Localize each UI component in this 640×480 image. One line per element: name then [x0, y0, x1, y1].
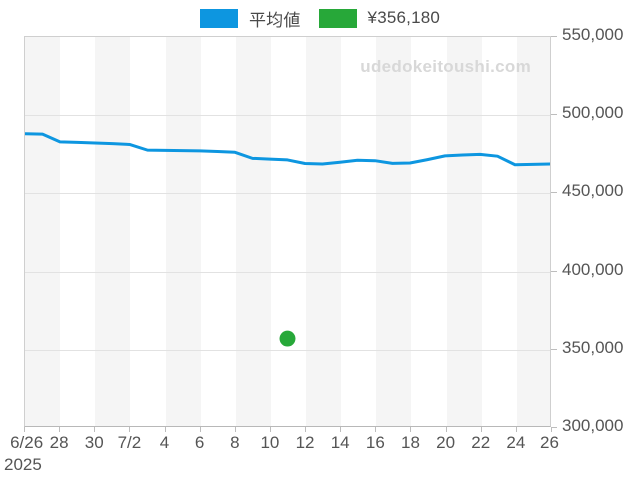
- gridline: [25, 350, 550, 351]
- gridline: [25, 193, 550, 194]
- legend-entry-price[interactable]: ¥356,180: [318, 8, 441, 28]
- price-point-marker[interactable]: [279, 330, 296, 347]
- gridline: [25, 272, 550, 273]
- x-tick-mark: [164, 427, 166, 432]
- vertical-band: [95, 37, 131, 426]
- y-tick-label: 550,000: [562, 25, 624, 44]
- x-tick-label: 22: [471, 433, 491, 452]
- x-tick-label: 10: [260, 433, 280, 452]
- y-axis: 300,000 350,000 400,000 450,000 500,000 550,0…: [551, 25, 640, 435]
- x-tick-label: 16: [365, 433, 385, 452]
- x-tick-mark: [24, 427, 25, 432]
- x-tick-mark: [269, 427, 271, 432]
- legend-entry-average[interactable]: 平均値: [199, 6, 301, 31]
- x-tick-mark: [410, 427, 412, 432]
- x-tick-mark: [480, 427, 482, 432]
- y-tick-label: 350,000: [562, 338, 624, 357]
- y-tick-label: 450,000: [562, 181, 624, 200]
- x-tick-label: 12: [295, 433, 315, 452]
- y-tick-mark: [551, 349, 557, 350]
- x-tick-mark: [94, 427, 96, 432]
- y-tick-label: 400,000: [562, 260, 624, 279]
- vertical-band: [165, 37, 201, 426]
- legend-swatch-average: [199, 8, 238, 28]
- series-layer: [25, 37, 550, 347]
- x-tick-label: 28: [49, 433, 69, 452]
- x-tick-mark: [340, 427, 342, 432]
- x-tick-label: 6: [194, 433, 205, 452]
- x-tick-mark: [551, 427, 552, 432]
- x-tick-mark: [199, 427, 201, 432]
- x-tick-label: 24: [506, 433, 526, 452]
- legend-label-price: ¥356,180: [367, 8, 441, 27]
- x-axis: 2025 6/26 28 30 7/2 4 6 8 10 12 14 16 18 20 22 24 26: [0, 427, 640, 480]
- x-tick-mark: [59, 427, 61, 432]
- x-tick-label: 20: [436, 433, 456, 452]
- plot-area: udedokeitoushi.com: [24, 36, 551, 427]
- y-tick-label: 300,000: [562, 416, 624, 435]
- x-tick-label: 8: [230, 433, 240, 452]
- x-tick-label: 30: [84, 433, 104, 452]
- x-tick-label: 7/2: [117, 433, 142, 452]
- x-tick-label: 26: [540, 433, 559, 452]
- legend-swatch-price: [318, 8, 357, 28]
- x-tick-mark: [234, 427, 236, 432]
- x-tick-label: 6/26: [10, 433, 44, 452]
- y-tick-mark: [551, 192, 557, 193]
- x-tick-mark: [305, 427, 307, 432]
- vertical-band: [376, 37, 412, 426]
- vertical-band: [306, 37, 342, 426]
- x-tick-label: 14: [330, 433, 350, 452]
- x-tick-label: 18: [400, 433, 420, 452]
- average-price-line: [25, 134, 550, 165]
- y-tick-mark: [551, 271, 557, 272]
- vertical-band: [516, 37, 550, 426]
- vertical-band: [235, 37, 271, 426]
- y-tick-mark: [551, 427, 557, 428]
- y-tick-mark: [551, 114, 557, 115]
- x-tick-mark: [129, 427, 131, 432]
- x-axis-year-label: 2025: [4, 455, 42, 474]
- vertical-bands: [25, 37, 550, 426]
- y-tick-label: 500,000: [562, 103, 624, 122]
- legend-label-average: 平均値: [248, 10, 301, 30]
- vertical-band: [25, 37, 61, 426]
- vertical-band: [446, 37, 482, 426]
- x-tick-mark: [375, 427, 377, 432]
- x-tick-label: 4: [159, 433, 170, 452]
- x-tick-mark: [445, 427, 447, 432]
- y-tick-mark: [551, 36, 557, 37]
- gridline: [25, 115, 550, 116]
- chart-legend: 平均値 ¥356,180: [0, 0, 640, 36]
- horizontal-gridlines: [25, 37, 550, 426]
- x-tick-mark: [515, 427, 517, 432]
